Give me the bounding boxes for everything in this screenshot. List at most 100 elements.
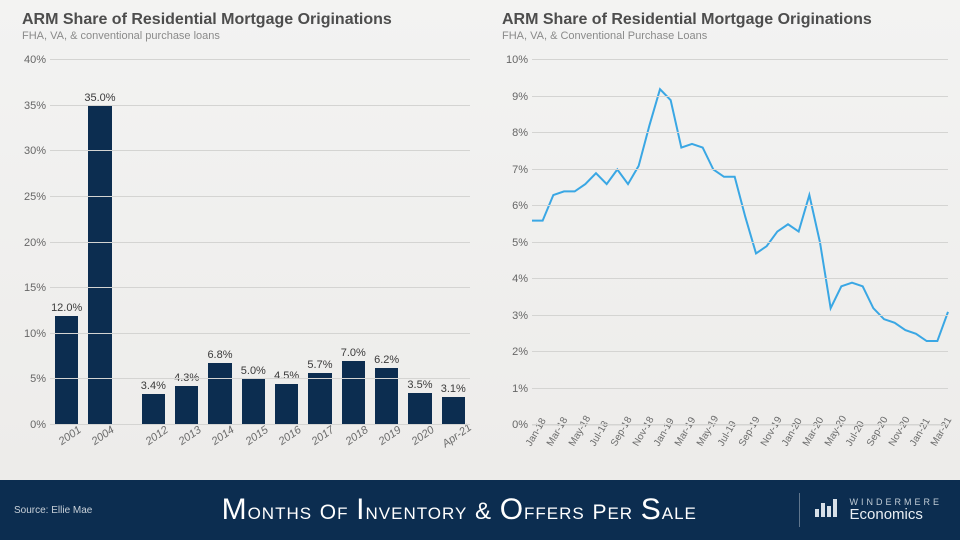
bar-slot: 3.1% [437,60,470,425]
gridline [532,351,948,352]
bar-value-label: 35.0% [84,92,115,104]
bar-value-label: 3.5% [407,379,432,391]
gridline [532,242,948,243]
y-tick-label: 7% [512,164,528,176]
bar-chart-x-axis: 2001200420122013201420152016201720182019… [50,431,470,443]
x-tick-label: 2016 [273,421,307,450]
bar-chart-plot: 0%5%10%15%20%25%30%35%40% 12.0%35.0%3.4%… [50,60,470,425]
footer-logo-text: WINDERMERE Economics [850,498,943,522]
footer-bar: Source: Ellie Mae Months of Inventory & … [0,480,960,540]
gridline [532,132,948,133]
bar [142,394,165,425]
y-tick-label: 3% [512,310,528,322]
bar [408,393,431,425]
charts-row: ARM Share of Residential Mortgage Origin… [0,0,960,480]
gridline [532,169,948,170]
gridline [50,378,470,379]
line-chart-plot: 0%1%2%3%4%5%6%7%8%9%10% Jan-18Mar-18May-… [532,60,948,425]
bar-slot: 4.3% [170,60,203,425]
bar-slot: 5.0% [237,60,270,425]
bar-slot: 3.5% [403,60,436,425]
bar [208,363,231,425]
x-tick-label: 2019 [373,421,407,450]
footer-logo: WINDERMERE Economics [799,493,960,527]
line-chart-svg [532,60,948,425]
y-tick-label: 10% [24,328,46,340]
x-tick-label: 2014 [206,421,240,450]
bar [242,379,265,425]
bar-value-label: 7.0% [341,347,366,359]
footer-brand-sub: Economics [850,507,943,522]
line-chart-subtitle: FHA, VA, & Conventional Purchase Loans [502,30,942,42]
bar-slot: 4.5% [270,60,303,425]
line-chart-x-axis: Jan-18Mar-18May-18Jul-18Sep-18Nov-18Jan-… [532,425,948,475]
bar-slot: 6.2% [370,60,403,425]
y-tick-label: 30% [24,145,46,157]
y-tick-label: 10% [506,54,528,66]
y-tick-label: 4% [512,273,528,285]
bar-value-label: 5.0% [241,365,266,377]
x-tick-label: 2017 [306,421,340,450]
slide: ARM Share of Residential Mortgage Origin… [0,0,960,540]
x-tick-label: 2001 [53,421,87,450]
gridline [532,315,948,316]
gridline [50,59,470,60]
gridline [532,424,948,425]
bar-slot: 12.0% [50,60,83,425]
gridline [50,333,470,334]
gridline [532,96,948,97]
x-tick-label: 2012 [140,421,174,450]
bar-slot: 7.0% [337,60,370,425]
y-tick-label: 35% [24,100,46,112]
x-tick-label: 2018 [340,421,374,450]
bar-chart-panel: ARM Share of Residential Mortgage Origin… [0,0,480,480]
bar [175,386,198,425]
bar-chart-subtitle: FHA, VA, & conventional purchase loans [22,30,462,42]
y-tick-label: 1% [512,383,528,395]
bar [308,373,331,425]
bar-chart-bars: 12.0% 35.0% 3.4% 4.3% 6.8% 5.0% 4.5% 5.7% 7.0% 6.… [50,60,470,425]
y-tick-label: 5% [30,373,46,385]
bar [88,106,111,425]
y-tick-label: 0% [512,419,528,431]
gridline [50,242,470,243]
footer-source: Source: Ellie Mae [0,505,130,516]
bar-value-label: 3.1% [441,383,466,395]
bar-slot: 35.0% [83,60,116,425]
y-tick-label: 20% [24,237,46,249]
gridline [532,59,948,60]
gridline [50,105,470,106]
bar-chart-title: ARM Share of Residential Mortgage Origin… [22,10,462,29]
gridline [50,150,470,151]
bars-icon [814,497,840,523]
x-tick-label: 2015 [240,421,274,450]
y-tick-label: 6% [512,200,528,212]
x-gap [118,425,141,446]
y-tick-label: 40% [24,54,46,66]
bar-value-label: 3.4% [141,380,166,392]
y-tick-label: 5% [512,237,528,249]
bar-value-label: 12.0% [51,302,82,314]
line-chart-title: ARM Share of Residential Mortgage Origin… [502,10,942,29]
y-tick-label: 15% [24,282,46,294]
gridline [532,278,948,279]
x-tick-label: 2004 [86,421,120,450]
x-tick-label: Apr-21 [440,421,474,450]
x-tick-label: 2020 [406,421,440,450]
line-series [532,89,948,341]
bar-slot: 6.8% [203,60,236,425]
y-tick-label: 8% [512,127,528,139]
bar-slot: 5.7% [303,60,336,425]
y-tick-label: 0% [30,419,46,431]
bar [375,368,398,425]
line-chart-panel: ARM Share of Residential Mortgage Origin… [480,0,960,480]
bar-value-label: 6.8% [207,349,232,361]
y-tick-label: 9% [512,91,528,103]
y-tick-label: 25% [24,191,46,203]
bar [275,384,298,425]
bar-value-label: 4.5% [274,370,299,382]
gridline [532,205,948,206]
bar [442,397,465,425]
footer-title: Months of Inventory & Offers per Sale [130,493,789,527]
gridline [50,424,470,425]
